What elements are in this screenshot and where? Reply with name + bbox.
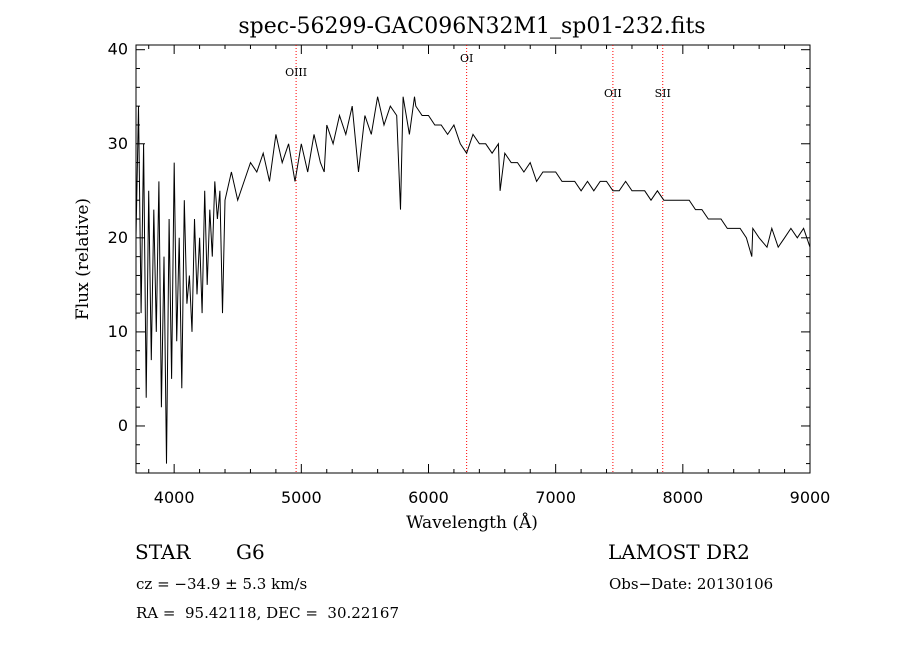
line-label-oii: OII — [604, 87, 622, 100]
y-tick-label: 10 — [108, 322, 128, 341]
emission-lines: OIII OI OII SII — [285, 45, 671, 473]
y-axis-label: Flux (relative) — [73, 198, 93, 320]
obs-date: Obs−Date: 20130106 — [609, 575, 774, 593]
axis-ticks: 4000 5000 6000 7000 8000 9000 0 10 20 30 40 — [108, 40, 831, 507]
coordinates: RA = 95.42118, DEC = 30.22167 — [136, 604, 400, 622]
x-tick-label: 6000 — [408, 488, 449, 507]
subclass: G6 — [236, 540, 265, 564]
line-label-oi: OI — [460, 52, 473, 65]
x-tick-label: 4000 — [154, 488, 195, 507]
x-tick-label: 7000 — [535, 488, 576, 507]
cz-value: cz = −34.9 ± 5.3 km/s — [136, 575, 308, 593]
y-tick-label: 30 — [108, 134, 128, 153]
chart-title: spec-56299-GAC096N32M1_sp01-232.fits — [238, 14, 705, 39]
y-tick-label: 20 — [108, 228, 128, 247]
spectrum-line — [135, 96, 811, 464]
line-label-oiii: OIII — [285, 66, 307, 79]
y-tick-label: 0 — [118, 416, 128, 435]
x-tick-label: 9000 — [790, 488, 831, 507]
x-tick-label: 5000 — [281, 488, 322, 507]
object-class: STAR — [135, 540, 191, 564]
survey-name: LAMOST DR2 — [608, 540, 750, 564]
line-label-sii: SII — [655, 87, 671, 100]
plot-frame — [135, 44, 811, 474]
x-tick-label: 8000 — [662, 488, 703, 507]
y-tick-label: 40 — [108, 40, 128, 59]
x-axis-label: Wavelength (Å) — [406, 512, 538, 533]
spectrum-series — [135, 96, 811, 464]
